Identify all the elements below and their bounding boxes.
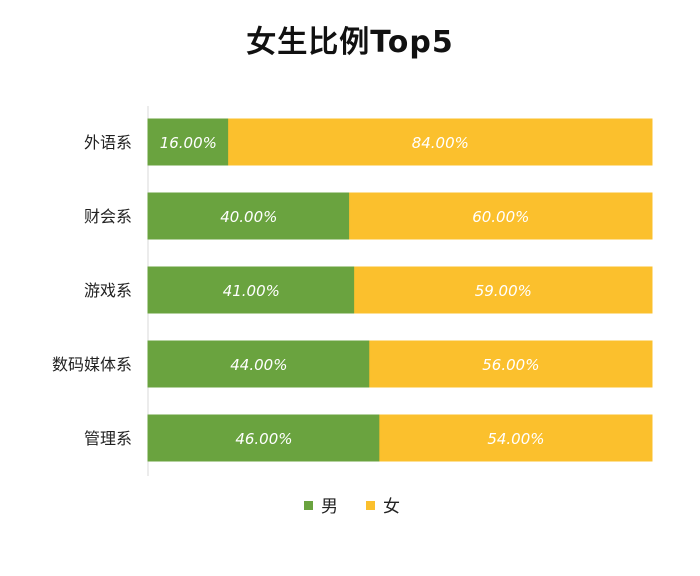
category-label: 管理系	[84, 429, 132, 448]
data-label: 59.00%	[475, 282, 532, 300]
data-label: 40.00%	[220, 208, 277, 226]
legend-label: 男	[321, 497, 338, 517]
bar-segment-female	[369, 340, 653, 388]
bar-segment-male	[147, 414, 381, 462]
category-label: 数码媒体系	[52, 355, 132, 374]
data-label: 46.00%	[235, 430, 292, 448]
legend-swatch	[304, 501, 313, 510]
bar-segment-female	[349, 192, 653, 240]
chart-title: 女生比例Top5	[246, 25, 453, 60]
data-label: 84.00%	[412, 134, 469, 152]
bar-segment-female	[228, 118, 653, 166]
data-label: 60.00%	[472, 208, 529, 226]
category-label: 外语系	[84, 133, 132, 152]
bar-segment-male	[147, 192, 351, 240]
data-label: 41.00%	[223, 282, 280, 300]
data-label: 56.00%	[482, 356, 539, 374]
category-label: 游戏系	[84, 281, 132, 300]
legend-swatch	[366, 501, 375, 510]
data-label: 16.00%	[160, 134, 217, 152]
data-label: 44.00%	[230, 356, 287, 374]
bars-layer: 外语系 16.00% 84.00% 财会系 40.00% 60.00% 游戏系 41.00% 5…	[52, 118, 653, 462]
legend-label: 女	[383, 497, 400, 517]
category-label: 财会系	[84, 207, 132, 226]
legend: 男女	[304, 497, 400, 517]
data-label: 54.00%	[487, 430, 544, 448]
bar-segment-female	[379, 414, 653, 462]
bar-segment-female	[354, 266, 653, 314]
